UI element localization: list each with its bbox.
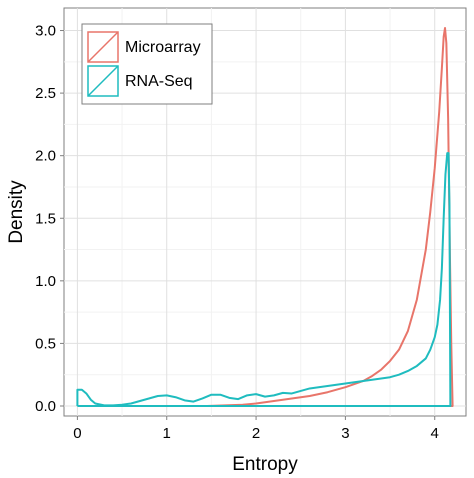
x-axis: 0 1 2 3 4 xyxy=(73,416,439,442)
y-tick-label: 0.0 xyxy=(35,398,56,415)
legend-label-1: RNA-Seq xyxy=(125,73,193,90)
y-tick-label: 2.5 xyxy=(35,85,56,102)
series-line-0 xyxy=(206,27,454,407)
series-layer xyxy=(76,27,454,407)
x-tick-label: 0 xyxy=(73,425,81,442)
series-line-1 xyxy=(76,152,452,407)
x-axis-title: Entropy xyxy=(232,454,298,475)
x-tick-label: 3 xyxy=(341,425,349,442)
y-axis-title: Density xyxy=(6,180,27,244)
legend-key-line-0 xyxy=(87,31,119,63)
x-tick-label: 1 xyxy=(163,425,171,442)
y-tick-label: 2.0 xyxy=(35,148,56,165)
legend-key-line-1 xyxy=(87,65,119,97)
y-tick-label: 0.5 xyxy=(35,335,56,352)
y-axis: 0.0 0.5 1.0 1.5 2.0 2.5 3.0 xyxy=(35,23,64,415)
y-tick-label: 1.0 xyxy=(35,273,56,290)
legend: Microarray RNA-Seq xyxy=(81,23,213,105)
y-tick-label: 1.5 xyxy=(35,210,56,227)
legend-label-0: Microarray xyxy=(125,39,201,56)
x-tick-label: 4 xyxy=(431,425,439,442)
x-tick-label: 2 xyxy=(252,425,260,442)
y-tick-label: 3.0 xyxy=(35,23,56,40)
